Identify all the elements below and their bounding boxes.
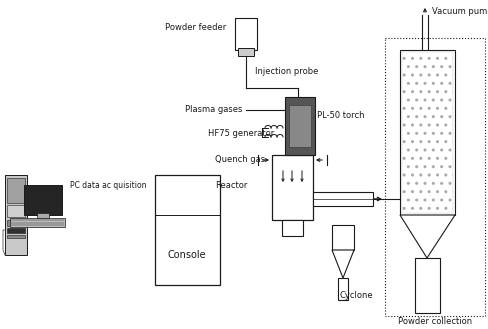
Bar (7, 228, 25, 233)
Text: Plasma gases: Plasma gases (184, 106, 242, 114)
Polygon shape (399, 215, 454, 258)
Bar (7, 178, 25, 203)
Text: Powder collection: Powder collection (397, 317, 471, 326)
Bar (37, 213, 49, 218)
Bar (337, 278, 347, 300)
Bar (238, 48, 253, 56)
Bar (271, 155, 312, 220)
Text: PL-50 torch: PL-50 torch (316, 111, 364, 119)
Text: Injection probe: Injection probe (254, 67, 318, 77)
Bar (7, 220, 25, 226)
Text: Console: Console (167, 250, 206, 260)
Bar (384, 38, 484, 316)
Bar (7, 205, 25, 217)
Text: Cyclone: Cyclone (339, 291, 373, 299)
Bar (282, 220, 303, 236)
Bar (10, 218, 65, 227)
Bar (285, 97, 314, 155)
Bar (24, 185, 62, 215)
Bar (331, 225, 353, 250)
Text: HF75 generator: HF75 generator (207, 129, 274, 138)
Bar (399, 50, 454, 215)
Text: PC data ac quisition: PC data ac quisition (70, 181, 146, 190)
Bar (155, 175, 220, 285)
Bar (7, 235, 25, 238)
Bar (288, 105, 310, 147)
Polygon shape (331, 250, 353, 278)
Text: Quench gas: Quench gas (215, 156, 264, 164)
Bar (312, 192, 372, 206)
Text: Reactor: Reactor (215, 181, 247, 190)
Bar (414, 258, 439, 313)
Text: Vacuum pump: Vacuum pump (431, 8, 488, 16)
Bar (401, 52, 452, 213)
Bar (5, 175, 27, 255)
Bar (235, 18, 257, 50)
Text: Powder feeder: Powder feeder (164, 23, 226, 33)
